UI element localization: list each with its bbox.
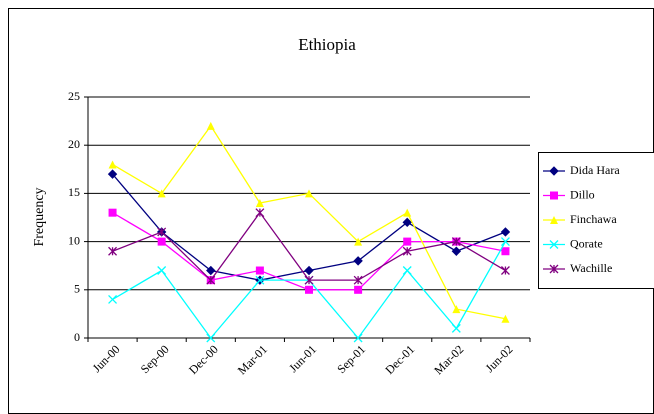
data-point xyxy=(403,208,412,217)
y-tick-label: 20 xyxy=(68,137,80,151)
y-axis-label: Frequency xyxy=(32,187,47,246)
data-point xyxy=(255,199,264,208)
chart-title: Ethiopia xyxy=(298,35,356,54)
y-tick-label: 15 xyxy=(68,185,80,199)
data-point xyxy=(108,208,117,217)
data-point xyxy=(353,333,363,343)
data-point xyxy=(157,237,166,246)
data-point xyxy=(402,246,412,256)
y-tick-label: 0 xyxy=(74,330,80,344)
legend-marker xyxy=(550,191,558,200)
data-point xyxy=(255,275,265,285)
legend-label: Qorate xyxy=(570,236,603,250)
data-point xyxy=(206,265,216,276)
y-tick-label: 10 xyxy=(68,233,80,247)
data-point xyxy=(305,285,313,294)
data-point xyxy=(157,227,167,237)
y-tick-label: 25 xyxy=(68,89,80,103)
legend-marker xyxy=(549,240,559,249)
legend-label: Wachille xyxy=(570,261,612,275)
data-point xyxy=(353,275,363,285)
data-point xyxy=(451,246,462,256)
data-point xyxy=(451,237,461,247)
legend-marker xyxy=(550,216,558,224)
data-point xyxy=(255,208,265,218)
data-point xyxy=(353,256,363,266)
data-point xyxy=(354,285,363,294)
legend-marker xyxy=(549,264,559,274)
data-point xyxy=(108,294,118,304)
data-point xyxy=(107,169,118,179)
data-point xyxy=(108,160,117,169)
data-point xyxy=(500,227,511,237)
data-point xyxy=(305,189,313,198)
data-point xyxy=(206,275,216,285)
legend-label: Dillo xyxy=(570,187,595,201)
data-point xyxy=(206,333,216,343)
data-point xyxy=(402,266,412,275)
data-point xyxy=(402,217,412,228)
data-point xyxy=(500,266,510,275)
data-point xyxy=(501,247,510,256)
data-point xyxy=(452,305,461,314)
legend-marker xyxy=(549,166,559,176)
data-point xyxy=(500,237,510,247)
y-tick-label: 5 xyxy=(74,282,80,296)
data-point xyxy=(255,266,264,275)
data-point xyxy=(403,237,412,246)
data-point xyxy=(501,314,510,323)
legend-label: Finchawa xyxy=(570,212,617,226)
data-point xyxy=(354,237,363,246)
data-point xyxy=(157,189,166,198)
data-point xyxy=(304,275,314,285)
data-point xyxy=(206,121,215,130)
data-point xyxy=(108,246,118,256)
data-point xyxy=(451,323,461,333)
legend-label: Dida Hara xyxy=(570,163,620,177)
data-point xyxy=(157,266,167,275)
data-point xyxy=(304,265,314,276)
